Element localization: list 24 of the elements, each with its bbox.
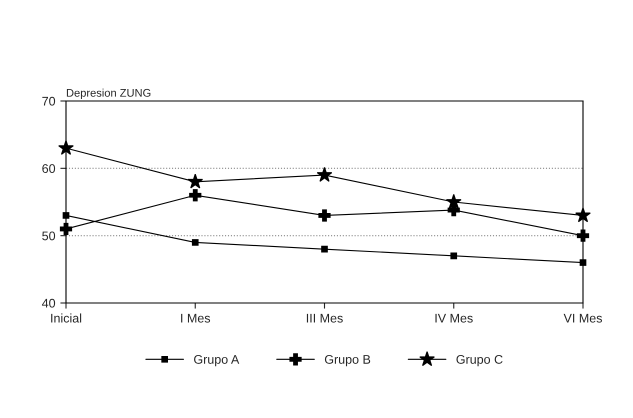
- y-tick-label: 40: [42, 298, 56, 308]
- point: [321, 246, 328, 252]
- point: [62, 212, 70, 219]
- point: [450, 252, 458, 260]
- point: [192, 239, 199, 246]
- x-tick-label: III Mes: [306, 314, 343, 323]
- point: [580, 259, 586, 266]
- y-tick-label: 60: [42, 164, 56, 173]
- legend-label: Grupo C: [456, 354, 503, 366]
- point: [316, 166, 332, 182]
- y-tick-label: 70: [42, 96, 56, 106]
- point: [187, 174, 204, 189]
- y-axis-title: Depresion ZUNG: [66, 88, 150, 99]
- legend-label: Grupo A: [194, 354, 240, 366]
- x-tick-label: VI Mes: [564, 314, 602, 323]
- x-tick-label: Inicial: [51, 313, 82, 323]
- y-tick-label: 50: [42, 231, 56, 240]
- point: [446, 194, 462, 209]
- point: [318, 209, 331, 222]
- point: [189, 189, 202, 202]
- point: [58, 140, 74, 155]
- legend-label: Grupo B: [324, 354, 370, 366]
- x-tick-label: IV Mes: [435, 314, 473, 323]
- x-tick-label: I Mes: [181, 314, 210, 323]
